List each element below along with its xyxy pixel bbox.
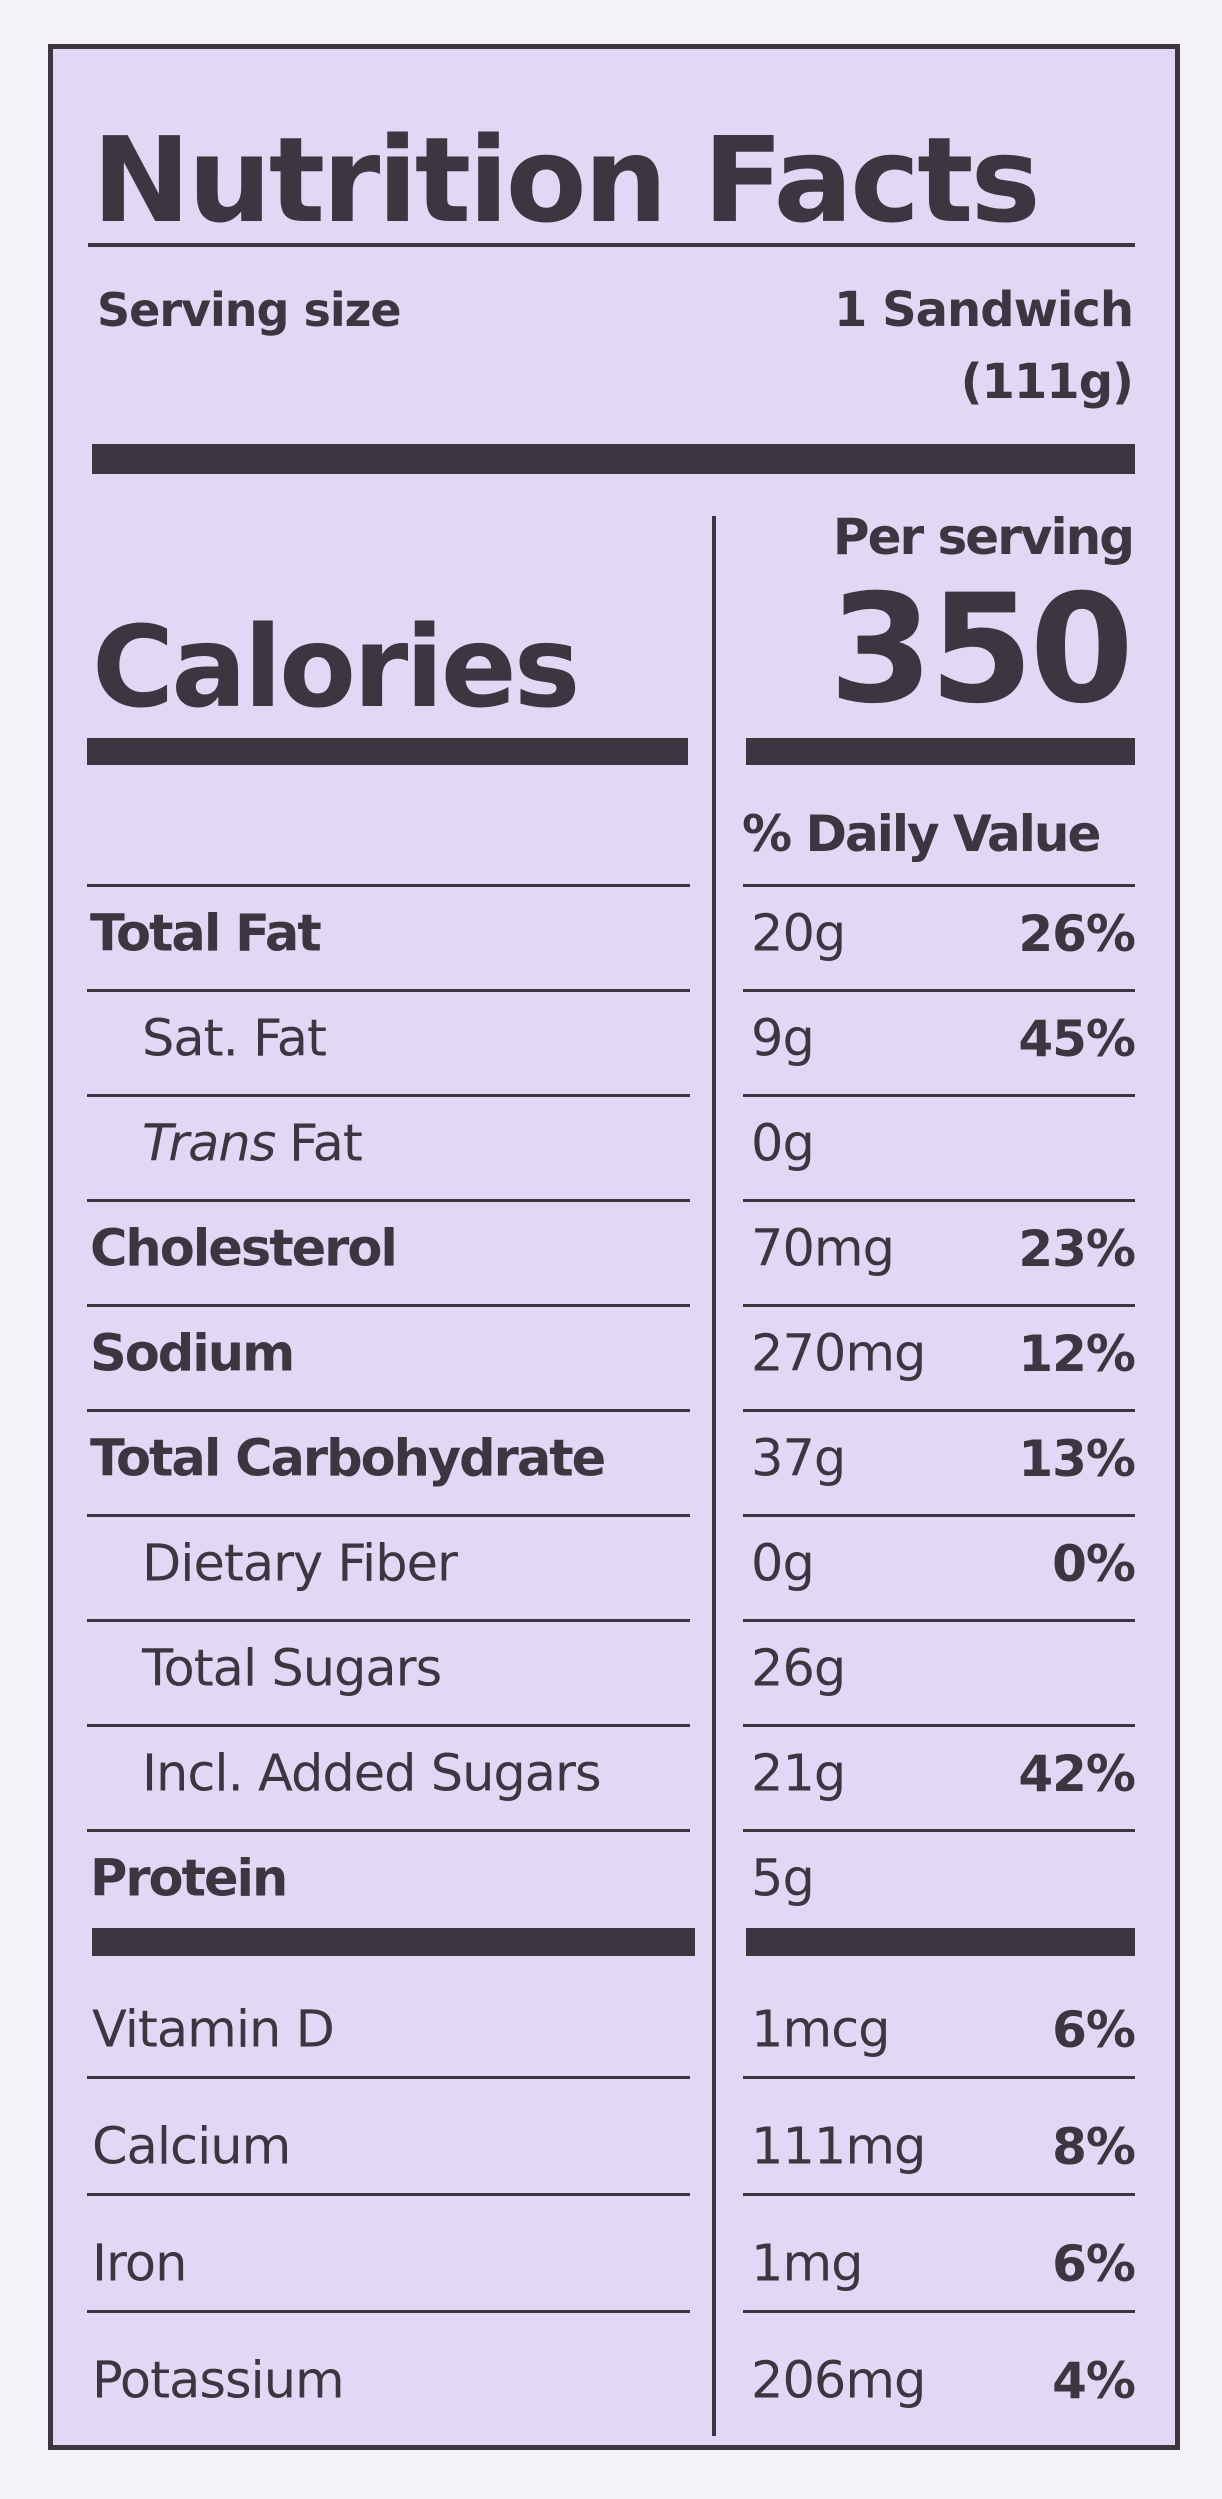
thick-rule	[92, 444, 1135, 474]
row-rule	[87, 1304, 690, 1307]
row-rule	[87, 2193, 690, 2196]
row-name: Protein	[90, 1849, 288, 1909]
row-amount: 270mg	[751, 1324, 926, 1384]
row-amount: 0g	[751, 1114, 815, 1174]
title: Nutrition Facts	[92, 111, 1041, 249]
row-rule	[743, 989, 1135, 992]
row-amount: 5g	[751, 1849, 815, 1909]
row-rule	[87, 1829, 690, 1832]
row-amount: 26g	[751, 1639, 846, 1699]
per-serving: Per serving	[832, 508, 1135, 566]
row-name: Dietary Fiber	[142, 1534, 458, 1594]
row-rule	[87, 2310, 690, 2313]
row-rule	[87, 1409, 690, 1412]
vitamin-dv: 6%	[1052, 2235, 1136, 2293]
daily-value-header: % Daily Value	[742, 805, 1101, 863]
thick-rule-left	[92, 1928, 695, 1956]
calories-label: Calories	[92, 603, 580, 733]
row-rule	[743, 1514, 1135, 1517]
row-amount: 37g	[751, 1429, 846, 1489]
row-rule	[87, 1094, 690, 1097]
row-rule	[87, 1514, 690, 1517]
vitamin-name: Calcium	[92, 2117, 291, 2177]
row-rule	[87, 884, 690, 887]
row-rule	[87, 1619, 690, 1622]
row-dv: 42%	[1018, 1745, 1136, 1803]
row-rule	[743, 2193, 1135, 2196]
row-name: Sodium	[90, 1324, 295, 1384]
row-dv: 12%	[1018, 1325, 1136, 1383]
row-amount: 21g	[751, 1744, 846, 1804]
thick-rule-right	[746, 1928, 1135, 1956]
row-dv: 23%	[1018, 1220, 1136, 1278]
row-rule	[743, 1304, 1135, 1307]
title-rule	[88, 243, 1135, 247]
row-rule	[87, 2076, 690, 2079]
row-rule	[87, 1724, 690, 1727]
vitamin-dv: 8%	[1052, 2118, 1136, 2176]
row-dv: 13%	[1018, 1430, 1136, 1488]
vitamin-amount: 1mg	[751, 2234, 864, 2294]
row-rule	[743, 1619, 1135, 1622]
row-name: Total Fat	[90, 904, 322, 964]
vitamin-name: Vitamin D	[92, 2000, 335, 2060]
row-name: Sat. Fat	[142, 1009, 327, 1069]
vitamin-dv: 6%	[1052, 2001, 1136, 2059]
row-amount: 70mg	[751, 1219, 895, 1279]
row-amount: 0g	[751, 1534, 815, 1594]
row-name: Incl. Added Sugars	[142, 1744, 602, 1804]
vitamin-dv: 4%	[1052, 2352, 1136, 2410]
row-rule	[743, 1409, 1135, 1412]
row-rule	[743, 884, 1135, 887]
vitamin-amount: 206mg	[751, 2351, 926, 2411]
row-rule	[743, 1199, 1135, 1202]
row-dv: 0%	[1052, 1535, 1136, 1593]
row-rule	[743, 2310, 1135, 2313]
calories-value: 350	[828, 563, 1134, 737]
row-rule	[87, 989, 690, 992]
vitamin-amount: 1mcg	[751, 2000, 891, 2060]
serving-amount: 1 Sandwich	[833, 282, 1134, 338]
row-rule	[743, 1829, 1135, 1832]
row-name: Total Carbohydrate	[90, 1429, 606, 1489]
row-amount: 20g	[751, 904, 846, 964]
row-rule	[743, 2076, 1135, 2079]
row-name: Total Sugars	[142, 1639, 442, 1699]
calories-rule-left	[87, 738, 688, 765]
vitamin-name: Potassium	[92, 2351, 345, 2411]
row-rule	[743, 1724, 1135, 1727]
row-amount: 9g	[751, 1009, 815, 1069]
row-name-italic: Trans	[142, 1114, 276, 1174]
row-rule	[87, 1199, 690, 1202]
row-name: Fat	[289, 1114, 363, 1174]
serving-weight: (111g)	[960, 354, 1134, 410]
vitamin-name: Iron	[92, 2234, 187, 2294]
calories-rule-right	[746, 738, 1135, 765]
serving-label: Serving size	[97, 283, 402, 337]
column-divider	[712, 516, 716, 2436]
row-name: Cholesterol	[90, 1219, 398, 1279]
vitamin-amount: 111mg	[751, 2117, 926, 2177]
row-dv: 26%	[1018, 905, 1136, 963]
row-rule	[743, 1094, 1135, 1097]
row-dv: 45%	[1018, 1010, 1136, 1068]
